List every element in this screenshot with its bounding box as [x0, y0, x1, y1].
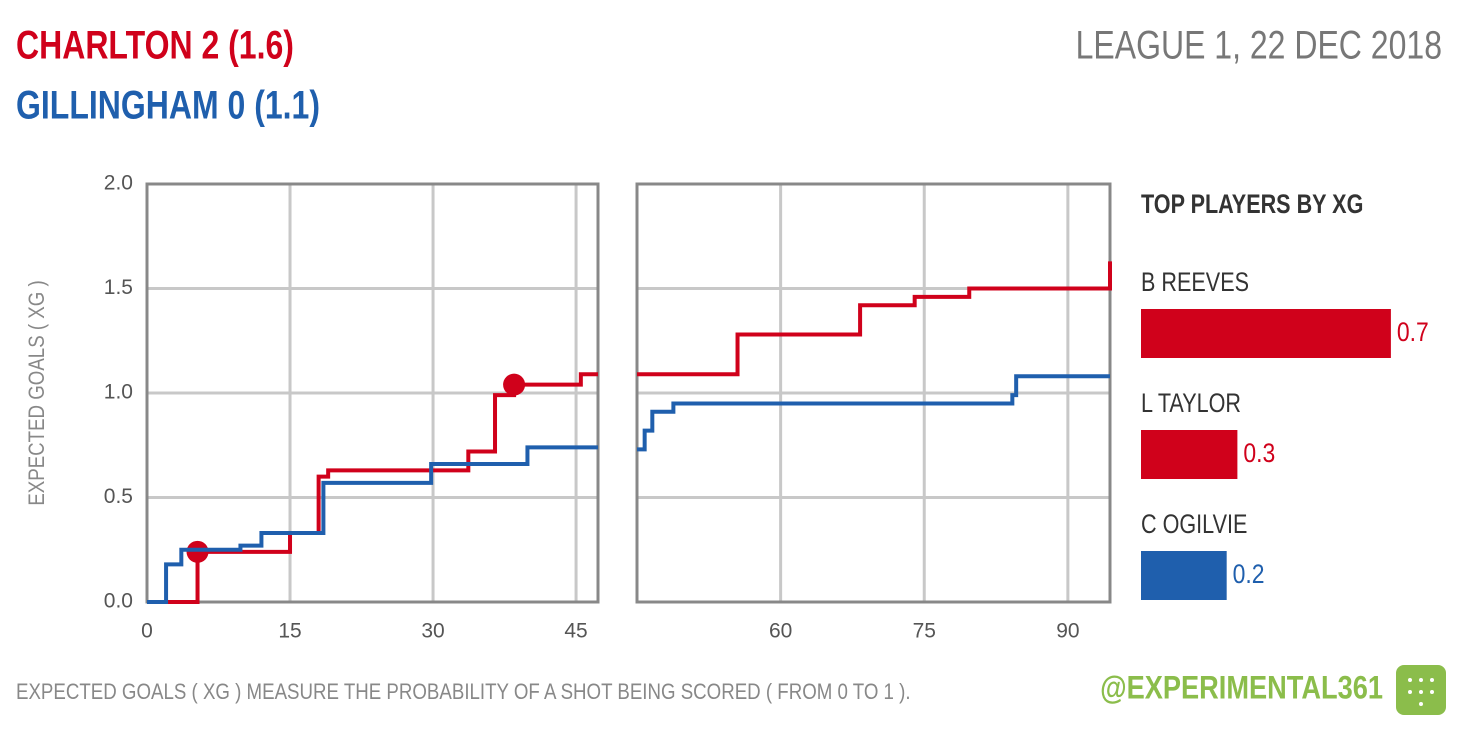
y-tick-label: 2.0 [104, 172, 133, 195]
player-name: C OGILVIE [1141, 510, 1247, 540]
footnote: EXPECTED GOALS ( XG ) MEASURE THE PROBAB… [16, 680, 911, 704]
xg-line [147, 372, 598, 604]
x-tick-label: 75 [913, 620, 936, 643]
x-tick-label: 0 [141, 620, 153, 643]
y-tick-label: 1.0 [104, 381, 133, 404]
xg-line [637, 374, 1110, 452]
bar [1141, 430, 1238, 479]
value-label: 0.7 [1397, 317, 1429, 347]
plot-frame [635, 182, 1112, 604]
y-tick-label: 0.5 [104, 485, 133, 508]
home-score: CHARLTON 2 (1.6) [16, 22, 294, 67]
goal-marker [503, 373, 526, 396]
value-label: 0.3 [1243, 438, 1275, 468]
x-tick-label: 15 [278, 620, 301, 643]
bar [1141, 309, 1391, 358]
plot-frame [145, 182, 600, 604]
x-tick-label: 45 [564, 620, 587, 643]
x-tick-label: 90 [1056, 620, 1079, 643]
player-name: B REEVES [1141, 268, 1249, 298]
match-info: LEAGUE 1, 22 DEC 2018 [1076, 22, 1442, 67]
x-tick-label: 60 [769, 620, 792, 643]
goal-marker [186, 540, 209, 563]
y-tick-label: 1.5 [104, 276, 133, 299]
value-label: 0.2 [1233, 559, 1265, 589]
x-tick-label: 30 [421, 620, 444, 643]
handle: @EXPERIMENTAL361 [1100, 670, 1383, 706]
y-tick-label: 0.0 [104, 590, 133, 613]
player-name: L TAYLOR [1141, 389, 1241, 419]
bar-chart-title: TOP PLAYERS BY XG [1141, 190, 1363, 220]
bar [1141, 551, 1227, 600]
xg-line [637, 261, 1112, 377]
y-axis-label: EXPECTED GOALS ( XG ) [25, 280, 49, 505]
away-score: GILLINGHAM 0 (1.1) [16, 82, 320, 127]
logo [1396, 665, 1446, 715]
xg-line [147, 445, 598, 604]
